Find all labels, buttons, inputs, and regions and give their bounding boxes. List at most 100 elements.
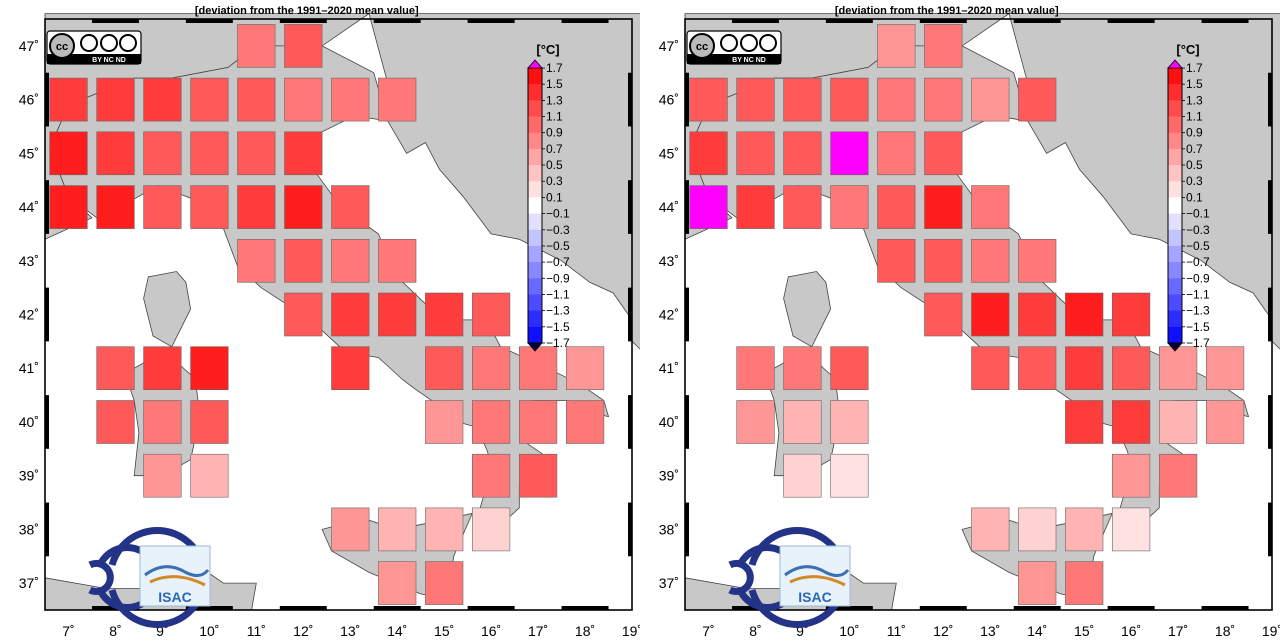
- colorbar-label: −0.9: [546, 271, 570, 285]
- colorbar-label: −1.7: [546, 336, 570, 350]
- anomaly-cell: [830, 185, 869, 229]
- anomaly-cell: [1158, 400, 1198, 444]
- colorbar-label: 0.5: [1186, 158, 1203, 172]
- lat-tick-label: 40˚: [659, 414, 679, 430]
- anomaly-cell: [1018, 239, 1057, 283]
- lat-tick-label: 47˚: [19, 38, 39, 54]
- cc-icon-label: cc: [56, 41, 68, 53]
- license-badge[interactable]: cc BY NC ND: [686, 30, 782, 65]
- colorbar-segment: [1168, 245, 1182, 263]
- anomaly-cell: [331, 77, 370, 122]
- anomaly-cell: [284, 185, 323, 229]
- frame-tick: [628, 180, 632, 234]
- colorbar-label: 0.3: [546, 174, 563, 188]
- anomaly-cell: [284, 24, 323, 68]
- anomaly-cell: [1158, 453, 1198, 498]
- anomaly-cell: [1111, 346, 1151, 391]
- colorbar-label: 1.7: [1186, 61, 1203, 75]
- lat-tick-label: 40˚: [19, 414, 39, 430]
- anomaly-cell: [331, 239, 370, 283]
- colorbar-segment: [528, 84, 542, 101]
- anomaly-cell: [237, 77, 276, 122]
- anomaly-cell: [284, 131, 323, 176]
- lon-tick-label: 18˚: [575, 623, 595, 639]
- anomaly-cell: [783, 131, 822, 176]
- lon-tick-label: 16˚: [1121, 623, 1141, 639]
- isac-wave: [784, 565, 850, 577]
- colorbar-segment: [528, 245, 542, 263]
- lon-tick-label: 14˚: [387, 623, 407, 639]
- frame-tick: [685, 502, 689, 557]
- frame-tick: [1268, 72, 1272, 127]
- frame-tick: [561, 19, 609, 23]
- frame-tick: [45, 502, 49, 557]
- lat-tick-label: 39˚: [19, 468, 39, 484]
- lon-tick-label: 14˚: [1027, 623, 1047, 639]
- anomaly-cell: [1205, 346, 1245, 391]
- right-panel: [deviation from the 1991–2020 mean value…: [640, 0, 1280, 639]
- anomaly-cell: [190, 346, 229, 391]
- colorbar-label: 1.5: [1186, 77, 1203, 91]
- anomaly-cells: [49, 24, 605, 605]
- frame-tick: [685, 72, 689, 127]
- lon-tick-label: 13˚: [340, 623, 360, 639]
- colorbar-label: −1.3: [1186, 304, 1210, 318]
- anomaly-cell: [736, 185, 775, 229]
- frame-tick: [628, 287, 632, 342]
- colorbar-segment: [1168, 213, 1182, 231]
- license-strip: [47, 54, 141, 64]
- anomaly-cell: [96, 346, 135, 391]
- colorbar-segment: [1168, 181, 1182, 198]
- lon-tick-label: 10˚: [199, 623, 219, 639]
- frame-tick: [45, 287, 49, 342]
- anomaly-cell: [425, 400, 464, 444]
- anomaly-cell: [783, 453, 822, 498]
- anomaly-cell: [425, 346, 464, 391]
- anomaly-cell: [237, 24, 276, 68]
- anomaly-cell: [1111, 400, 1151, 444]
- isac-label: ISAC: [158, 589, 191, 605]
- lat-tick-label: 45˚: [19, 145, 39, 161]
- colorbar-label: 1.5: [546, 77, 563, 91]
- colorbar-min-arrow: [527, 342, 543, 352]
- colorbar-label: 0.9: [546, 126, 563, 140]
- cc-icon: [689, 33, 715, 59]
- isac-wave-2: [149, 575, 206, 587]
- lat-tick-label: 37˚: [19, 575, 39, 591]
- anomaly-cell: [1111, 292, 1151, 337]
- anomaly-cell: [1065, 292, 1104, 337]
- anomaly-cell: [877, 185, 916, 229]
- anomaly-cell: [518, 346, 558, 391]
- colorbar-label: −0.1: [1186, 207, 1210, 221]
- colorbar-label: −0.3: [1186, 223, 1210, 237]
- anomaly-cell: [830, 453, 869, 498]
- frame-tick: [561, 606, 609, 610]
- colorbar-label: −0.1: [546, 207, 570, 221]
- lon-tick-label: 17˚: [528, 623, 548, 639]
- anomaly-cell: [971, 185, 1010, 229]
- land-balkans: [1008, 13, 1280, 350]
- frame-tick: [467, 606, 515, 610]
- anomaly-cell: [971, 239, 1010, 283]
- colorbar-label: 1.1: [1186, 110, 1203, 124]
- lon-tick-label: 11˚: [887, 623, 906, 639]
- anomaly-cell: [971, 292, 1010, 337]
- isac-logo: ISAC: [139, 545, 211, 607]
- cnr-arc-inner: [728, 560, 754, 595]
- frame-tick: [373, 19, 421, 23]
- anomaly-cell: [425, 561, 464, 605]
- colorbar-segment: [528, 262, 542, 279]
- anomaly-cell: [830, 77, 869, 122]
- frame-tick: [1013, 19, 1061, 23]
- frame-tick: [1268, 395, 1272, 449]
- anomaly-cell: [877, 24, 916, 68]
- colorbar-label: 0.7: [546, 142, 563, 156]
- anomaly-cell: [971, 507, 1010, 552]
- license-badge[interactable]: cc BY NC ND: [46, 30, 142, 65]
- anomaly-cell: [877, 239, 916, 283]
- anomaly-cell: [783, 77, 822, 122]
- anomaly-cell: [830, 400, 869, 444]
- lon-tick-label: 12˚: [933, 623, 953, 639]
- anomaly-cell: [1111, 507, 1151, 552]
